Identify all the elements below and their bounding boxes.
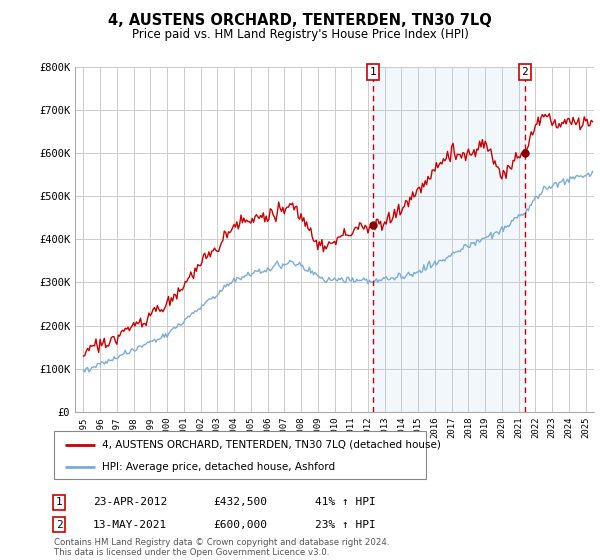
Bar	[373, 67, 525, 412]
Text: Contains HM Land Registry data © Crown copyright and database right 2024.
This d: Contains HM Land Registry data © Crown c…	[54, 538, 389, 557]
Text: 23-APR-2012: 23-APR-2012	[93, 497, 167, 507]
Text: HPI: Average price, detached house, Ashford: HPI: Average price, detached house, Ashf…	[103, 462, 335, 472]
Text: 4, AUSTENS ORCHARD, TENTERDEN, TN30 7LQ (detached house): 4, AUSTENS ORCHARD, TENTERDEN, TN30 7LQ …	[103, 440, 441, 450]
Text: 2: 2	[56, 520, 62, 530]
Text: Price paid vs. HM Land Registry's House Price Index (HPI): Price paid vs. HM Land Registry's House …	[131, 28, 469, 41]
Text: £432,500: £432,500	[213, 497, 267, 507]
Text: 13-MAY-2021: 13-MAY-2021	[93, 520, 167, 530]
Text: £600,000: £600,000	[213, 520, 267, 530]
Text: 1: 1	[56, 497, 62, 507]
Text: 2: 2	[521, 67, 528, 77]
Text: 41% ↑ HPI: 41% ↑ HPI	[315, 497, 376, 507]
FancyBboxPatch shape	[54, 431, 426, 479]
Text: 4, AUSTENS ORCHARD, TENTERDEN, TN30 7LQ: 4, AUSTENS ORCHARD, TENTERDEN, TN30 7LQ	[108, 13, 492, 29]
Text: 1: 1	[370, 67, 376, 77]
Text: 23% ↑ HPI: 23% ↑ HPI	[315, 520, 376, 530]
